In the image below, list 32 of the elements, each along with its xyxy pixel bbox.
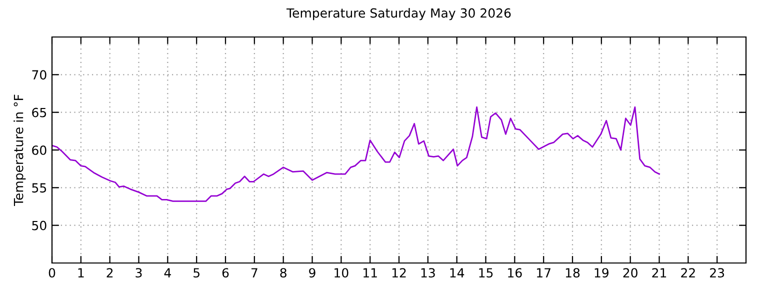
x-tick-label: 16 bbox=[508, 268, 522, 278]
x-tick-label: 14 bbox=[450, 268, 464, 278]
y-tick-label: 65 bbox=[32, 108, 46, 118]
line-series bbox=[52, 106, 660, 202]
x-tick-label: 11 bbox=[364, 268, 377, 278]
x-tick-label: 12 bbox=[392, 268, 406, 278]
x-tick-label: 19 bbox=[594, 268, 608, 278]
x-tick-label: 6 bbox=[222, 268, 229, 278]
x-tick-label: 8 bbox=[280, 268, 286, 278]
x-tick-label: 23 bbox=[710, 268, 724, 278]
x-tick-label: 21 bbox=[652, 268, 666, 278]
y-axis-title: Temperature in °F bbox=[14, 94, 26, 206]
x-tick-label: 18 bbox=[566, 268, 580, 278]
x-tick-label: 7 bbox=[251, 268, 258, 278]
x-tick-label: 4 bbox=[164, 268, 171, 278]
x-tick-label: 15 bbox=[479, 268, 493, 278]
y-tick-label: 60 bbox=[32, 145, 46, 155]
x-tick-label: 10 bbox=[334, 268, 348, 278]
x-tick-label: 2 bbox=[106, 268, 113, 278]
x-tick-label: 22 bbox=[681, 268, 695, 278]
x-tick-label: 17 bbox=[537, 268, 550, 278]
x-tick-label: 1 bbox=[78, 268, 84, 278]
x-tick-label: 13 bbox=[421, 268, 435, 278]
x-tick-label: 20 bbox=[623, 268, 638, 278]
x-tick-label: 3 bbox=[136, 268, 142, 278]
chart-title: Temperature Saturday May 30 2026 bbox=[286, 8, 511, 20]
x-tick-label: 9 bbox=[309, 268, 316, 278]
x-tick-label: 5 bbox=[194, 268, 200, 278]
x-tick-label: 0 bbox=[48, 268, 56, 278]
y-tick-label: 55 bbox=[32, 183, 46, 193]
y-tick-label: 70 bbox=[32, 70, 46, 80]
y-tick-label: 50 bbox=[32, 220, 46, 230]
